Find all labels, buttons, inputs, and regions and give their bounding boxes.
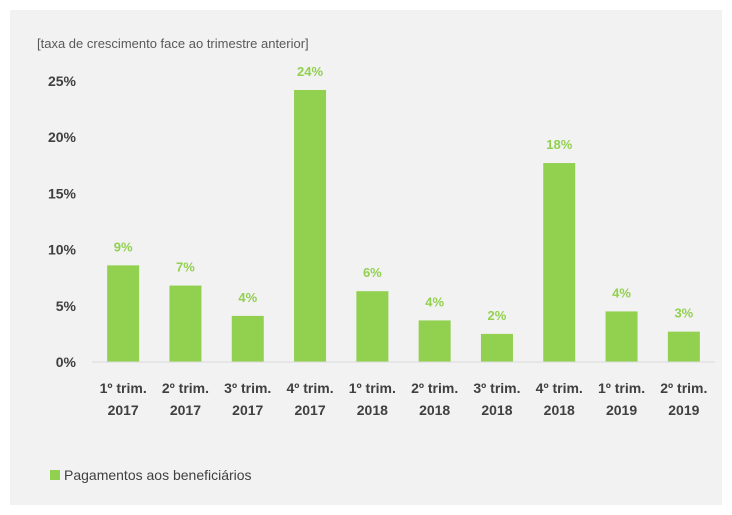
y-tick-label: 10% xyxy=(48,242,77,258)
y-tick-label: 0% xyxy=(56,354,77,370)
data-label: 7% xyxy=(176,260,195,275)
x-tick-label: 1º trim. xyxy=(349,380,396,396)
chart-area: [taxa de crescimento face ao trimestre a… xyxy=(10,10,722,505)
x-tick-label: 2º trim. xyxy=(162,380,209,396)
bar-chart: [taxa de crescimento face ao trimestre a… xyxy=(37,36,715,483)
bar xyxy=(418,320,451,362)
x-tick-label-year: 2018 xyxy=(481,402,512,418)
data-label: 3% xyxy=(674,306,693,321)
x-tick-label-year: 2019 xyxy=(606,402,637,418)
x-axis: 1º trim. 2017 2º trim. 2017 3º trim. 2017 4º t… xyxy=(100,380,708,418)
x-tick-label: 1º trim. xyxy=(100,380,147,396)
y-tick-label: 20% xyxy=(48,129,77,145)
x-tick-label-year: 2018 xyxy=(544,402,575,418)
bar xyxy=(667,331,700,362)
bar xyxy=(605,311,638,362)
data-label: 6% xyxy=(363,265,382,280)
x-tick-label-year: 2017 xyxy=(108,402,139,418)
legend: Pagamentos aos beneficiários xyxy=(50,467,252,483)
x-tick-label: 1º trim. xyxy=(598,380,645,396)
data-labels: 9% 7% 4% 24% 6% 4% 2% 18% 4% 3% xyxy=(114,64,694,323)
bar-series xyxy=(107,89,700,362)
x-tick-label-year: 2018 xyxy=(419,402,450,418)
data-label: 4% xyxy=(238,290,257,305)
data-label: 4% xyxy=(425,294,444,309)
data-label: 4% xyxy=(612,285,631,300)
bar xyxy=(231,315,264,362)
y-tick-label: 5% xyxy=(56,298,77,314)
x-tick-label: 4º trim. xyxy=(536,380,583,396)
y-tick-label: 15% xyxy=(48,185,77,201)
x-tick-label-year: 2019 xyxy=(668,402,699,418)
data-label: 9% xyxy=(114,239,133,254)
unit-label: [taxa de crescimento face ao trimestre a… xyxy=(37,36,309,51)
x-tick-label: 2º trim. xyxy=(660,380,707,396)
bar xyxy=(543,163,576,362)
data-label: 24% xyxy=(297,64,323,79)
bar xyxy=(169,285,202,362)
x-tick-label: 2º trim. xyxy=(411,380,458,396)
x-tick-label-year: 2017 xyxy=(294,402,325,418)
bar xyxy=(480,333,513,362)
data-label: 2% xyxy=(488,308,507,323)
y-tick-label: 25% xyxy=(48,73,77,89)
x-tick-label: 4º trim. xyxy=(286,380,333,396)
legend-swatch xyxy=(50,470,60,480)
bar xyxy=(107,265,140,362)
x-tick-label: 3º trim. xyxy=(473,380,520,396)
x-tick-label: 3º trim. xyxy=(224,380,271,396)
data-label: 18% xyxy=(546,137,572,152)
y-axis: 0% 5% 10% 15% 20% 25% xyxy=(48,73,77,370)
legend-label: Pagamentos aos beneficiários xyxy=(64,467,252,483)
x-tick-label-year: 2017 xyxy=(232,402,263,418)
x-tick-label-year: 2017 xyxy=(170,402,201,418)
x-tick-label-year: 2018 xyxy=(357,402,388,418)
bar xyxy=(356,291,389,362)
bar xyxy=(294,89,327,362)
